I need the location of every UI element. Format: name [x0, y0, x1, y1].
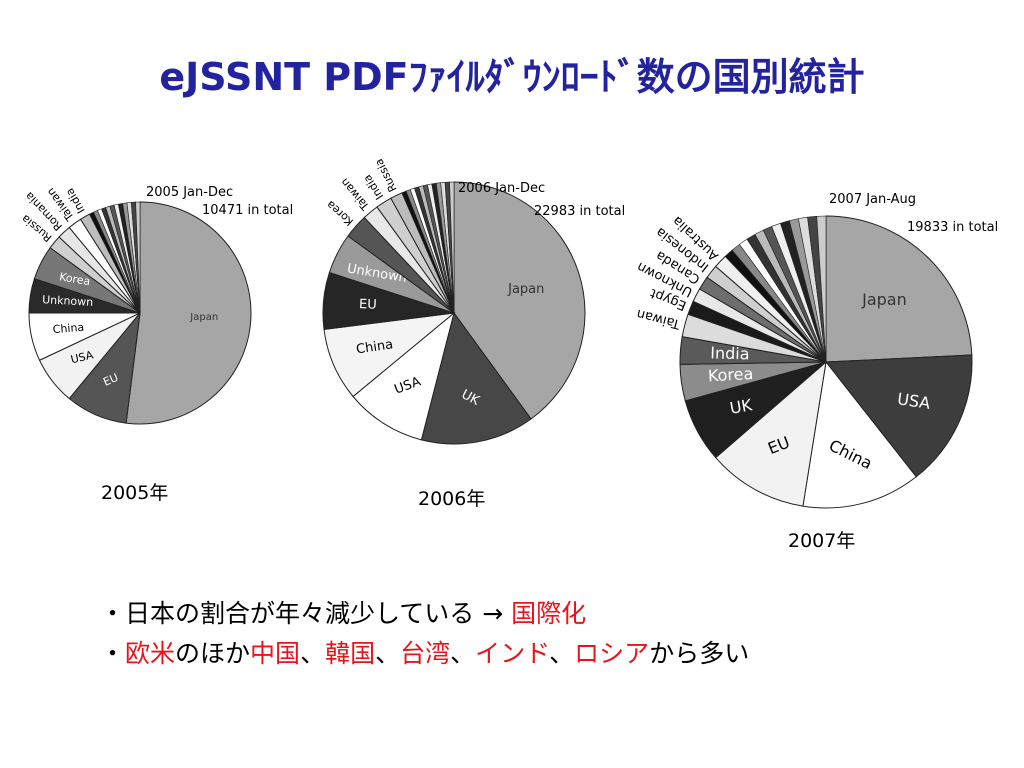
chart-subtitle: 22983 in total [534, 204, 625, 219]
bullet-text: ロシア [574, 639, 650, 668]
chart-subtitle: 19833 in total [907, 220, 998, 235]
slice-others [135, 201, 141, 314]
label-korea: Korea [324, 198, 356, 228]
slice-usa [825, 354, 973, 478]
bullet-text: 、 [375, 639, 401, 668]
label-usa: USA [69, 348, 95, 366]
bullet-text: ・日本の割合が年々減少している → [100, 599, 512, 628]
bullet-line-0: ・日本の割合が年々減少している → 国際化 [100, 594, 749, 634]
slice-others [449, 181, 455, 314]
bullet-text: 国際化 [511, 599, 587, 628]
label-korea: Korea [707, 364, 753, 385]
slice-japan [125, 201, 252, 425]
chart-title: 2006 Jan-Dec [458, 181, 545, 196]
bullet-text: 台湾 [400, 639, 451, 668]
caption-2005: 2005年 [101, 482, 169, 504]
pie-chart-0: JapanEUUSAChinaUnknownKoreaRussiaRomania… [19, 185, 293, 425]
label-uk: UK [728, 395, 754, 418]
label-india: India [710, 343, 750, 363]
bullet-text: 、 [549, 639, 575, 668]
label-eu: EU [101, 371, 120, 389]
label-japan: Japan [189, 312, 218, 323]
bullet-text: 欧米 [125, 639, 176, 668]
label-usa: USA [896, 389, 932, 413]
label-japan: Japan [861, 290, 907, 309]
pie-chart-2: JapanUSAChinaEUUKKoreaIndiaTaiwanEgyptUn… [635, 192, 998, 509]
label-china: China [52, 321, 84, 336]
chart-title: 2007 Jan-Aug [829, 192, 916, 207]
pie-charts: JapanEUUSAChinaUnknownKoreaRussiaRomania… [19, 156, 998, 509]
slice-japan [453, 181, 586, 420]
slice-usa [352, 311, 455, 441]
pie-chart-1: JapanUKUSAChinaEUUnknownKoreaTaiwanIndia… [322, 156, 625, 445]
bullet-text: インド [475, 639, 550, 668]
bullet-text: 中国 [250, 639, 301, 668]
caption-2007: 2007年 [788, 530, 856, 552]
bullet-text: 、 [450, 639, 476, 668]
label-unknown: Unknown [42, 293, 94, 309]
bullet-text: 、 [300, 639, 326, 668]
slice-china [802, 360, 917, 509]
slice-uk [420, 311, 532, 445]
slide-title: eJSSNT PDFﾌｧｲﾙﾀﾞｳﾝﾛｰﾄﾞ数の国別統計 [159, 55, 865, 99]
slice-eu [714, 360, 827, 507]
slice-japan [825, 215, 973, 363]
slice-others [816, 215, 827, 363]
label-japan: Japan [507, 282, 544, 297]
label-china: China [355, 337, 394, 357]
bullet-line-1: ・欧米のほか中国、韓国、台湾、インド、ロシアから多い [100, 634, 749, 674]
bullet-text: から多い [649, 639, 750, 668]
chart-title: 2005 Jan-Dec [146, 185, 233, 200]
bullet-text: 韓国 [325, 639, 376, 668]
chart-subtitle: 10471 in total [202, 203, 293, 218]
bullet-list: ・日本の割合が年々減少している → 国際化 ・欧米のほか中国、韓国、台湾、インド、… [100, 594, 749, 674]
bullet-text: のほか [175, 639, 251, 668]
bullet-text: ・ [100, 639, 126, 668]
label-eu: EU [359, 297, 377, 313]
label-korea: Korea [58, 270, 91, 288]
caption-2006: 2006年 [418, 488, 486, 510]
